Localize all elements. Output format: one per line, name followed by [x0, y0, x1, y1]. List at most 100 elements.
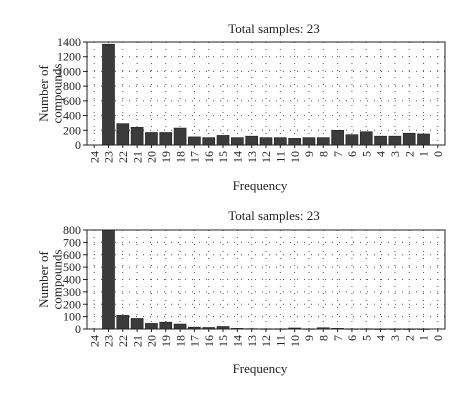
- x-tick-label: 8: [316, 335, 330, 341]
- bar-freq-2: [402, 132, 416, 146]
- x-tick-label: 12: [259, 335, 273, 347]
- x-tick-label: 16: [202, 335, 216, 347]
- y-tick-label: 400: [63, 273, 81, 287]
- x-tick-label: 20: [145, 151, 159, 163]
- bar-freq-21: [130, 318, 144, 330]
- x-tick-label: 18: [173, 151, 187, 163]
- bar-freq-11: [274, 137, 287, 146]
- bar-freq-17: [188, 136, 201, 146]
- x-axis-label: Frequency: [233, 178, 288, 193]
- y-tick-label: 200: [63, 297, 81, 311]
- bar-freq-6: [345, 134, 359, 146]
- x-tick-label: 14: [231, 151, 245, 163]
- bar-freq-19: [159, 321, 173, 330]
- x-tick-label: 19: [159, 335, 173, 347]
- y-axis-label-line: compounds: [50, 250, 65, 310]
- y-axis-label-line: compounds: [50, 64, 65, 124]
- y-tick-label: 400: [63, 109, 81, 123]
- bar-freq-23: [102, 43, 115, 146]
- x-tick-label: 14: [231, 335, 245, 347]
- bar-freq-22: [116, 315, 130, 330]
- y-tick-label: 1200: [57, 50, 81, 64]
- x-tick-label: 3: [388, 151, 402, 157]
- x-tick-label: 24: [87, 335, 101, 347]
- x-tick-label: 23: [102, 335, 116, 347]
- bar-freq-1: [417, 133, 430, 146]
- x-tick-label: 10: [288, 335, 302, 347]
- x-tick-label: 17: [188, 151, 202, 163]
- x-tick-label: 9: [302, 335, 316, 341]
- bar-freq-13: [245, 135, 258, 146]
- y-tick-label: 1000: [57, 64, 81, 78]
- x-tick-label: 7: [331, 335, 345, 341]
- x-tick-label: 5: [359, 151, 373, 157]
- y-tick-label: 100: [63, 310, 81, 324]
- x-tick-label: 22: [116, 335, 130, 347]
- x-tick-label: 11: [274, 335, 288, 347]
- x-tick-label: 6: [345, 151, 359, 157]
- chart-title: Total samples: 23: [228, 21, 320, 36]
- x-tick-label: 13: [245, 151, 259, 163]
- x-tick-label: 12: [259, 151, 273, 163]
- bar-freq-19: [159, 132, 173, 146]
- y-tick-label: 600: [63, 248, 81, 262]
- x-tick-label: 15: [216, 335, 230, 347]
- x-tick-label: 17: [188, 335, 202, 347]
- x-tick-label: 13: [245, 335, 259, 347]
- bar-freq-10: [288, 138, 301, 146]
- y-axis-label-line: Number of: [36, 250, 51, 307]
- x-tick-label: 2: [402, 151, 416, 157]
- bar-freq-16: [202, 137, 216, 146]
- x-tick-label: 24: [87, 151, 101, 163]
- y-tick-label: 1400: [57, 35, 81, 49]
- x-tick-label: 16: [202, 151, 216, 163]
- y-tick-label: 800: [63, 223, 81, 237]
- bar-freq-12: [259, 137, 273, 146]
- bar-freq-7: [331, 129, 344, 146]
- y-tick-label: 600: [63, 94, 81, 108]
- y-tick-label: 700: [63, 235, 81, 249]
- x-tick-label: 18: [173, 335, 187, 347]
- x-tick-label: 4: [374, 335, 388, 341]
- bar-freq-20: [145, 323, 158, 330]
- bar-freq-3: [388, 135, 402, 146]
- bar-freq-18: [173, 127, 187, 146]
- y-tick-label: 300: [63, 285, 81, 299]
- bar-freq-5: [359, 131, 373, 146]
- x-tick-label: 1: [417, 335, 431, 341]
- bar-freq-8: [316, 137, 330, 146]
- bar-freq-15: [216, 135, 230, 146]
- x-tick-label: 7: [331, 151, 345, 157]
- x-tick-label: 10: [288, 151, 302, 163]
- y-tick-label: 500: [63, 260, 81, 274]
- x-tick-label: 9: [302, 151, 316, 157]
- x-tick-label: 22: [116, 151, 130, 163]
- y-tick-label: 200: [63, 123, 81, 137]
- bar-freq-14: [231, 137, 244, 146]
- bar-freq-18: [173, 323, 187, 330]
- x-tick-label: 5: [359, 335, 373, 341]
- x-tick-label: 8: [316, 151, 330, 157]
- x-tick-label: 15: [216, 151, 230, 163]
- x-tick-label: 4: [374, 151, 388, 157]
- x-tick-label: 20: [145, 335, 159, 347]
- y-axis-label-line: Number of: [36, 64, 51, 121]
- bar-freq-21: [130, 127, 144, 146]
- bar-freq-4: [374, 135, 387, 146]
- y-tick-label: 0: [75, 138, 81, 152]
- x-tick-label: 2: [402, 335, 416, 341]
- bar-freq-9: [302, 137, 316, 146]
- x-tick-label: 1: [417, 151, 431, 157]
- x-tick-label: 0: [431, 151, 445, 157]
- x-tick-label: 3: [388, 335, 402, 341]
- y-tick-label: 0: [75, 322, 81, 336]
- x-tick-label: 0: [431, 335, 445, 341]
- bar-freq-22: [116, 123, 130, 146]
- y-axis-label: Number ofcompounds: [36, 250, 65, 310]
- y-axis-label: Number ofcompounds: [36, 64, 65, 124]
- y-tick-label: 800: [63, 79, 81, 93]
